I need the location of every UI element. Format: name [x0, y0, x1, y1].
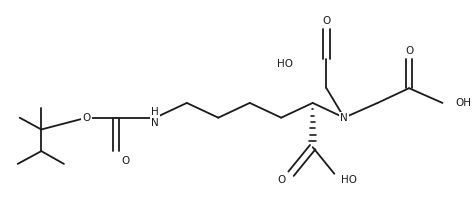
Text: O: O: [83, 113, 91, 123]
Text: H
N: H N: [152, 107, 159, 129]
Text: HO: HO: [277, 59, 293, 69]
Text: O: O: [322, 16, 330, 26]
Text: HO: HO: [341, 175, 357, 185]
Text: OH: OH: [455, 98, 471, 108]
Text: O: O: [277, 175, 286, 185]
Text: O: O: [122, 156, 130, 166]
Text: O: O: [405, 46, 413, 56]
Text: N: N: [340, 113, 348, 123]
